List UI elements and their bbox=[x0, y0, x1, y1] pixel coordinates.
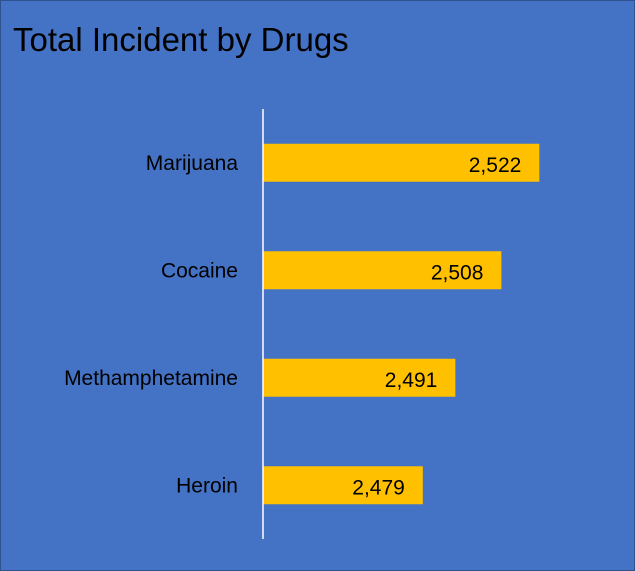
data-label: 2,522 bbox=[469, 154, 522, 177]
data-label: 2,508 bbox=[431, 261, 484, 284]
chart-title: Total Incident by Drugs bbox=[13, 21, 349, 58]
bar-heroin bbox=[263, 466, 423, 505]
bar-cocaine bbox=[263, 251, 502, 290]
bar-marijuana bbox=[263, 143, 540, 182]
category-label: Heroin bbox=[176, 474, 238, 497]
bar-methamphetamine bbox=[263, 358, 456, 397]
category-label: Marijuana bbox=[146, 152, 239, 175]
category-label: Methamphetamine bbox=[64, 367, 238, 390]
data-label: 2,479 bbox=[352, 476, 405, 499]
data-label: 2,491 bbox=[385, 369, 438, 392]
category-label: Cocaine bbox=[161, 259, 238, 282]
